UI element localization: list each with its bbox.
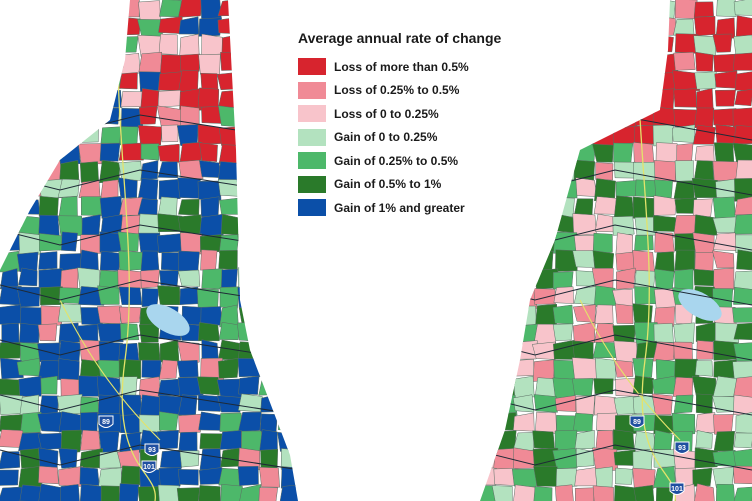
legend-swatch xyxy=(298,199,326,217)
legend-item: Loss of more than 0.5% xyxy=(298,55,548,79)
interstate-number: 89 xyxy=(102,419,110,426)
legend-swatch xyxy=(298,152,326,170)
left-state-map xyxy=(0,0,298,501)
interstate-shields: 89 93 101 89 93 101 xyxy=(98,415,690,495)
interstate-number: 89 xyxy=(633,419,641,426)
legend-item: Gain of 0 to 0.25% xyxy=(298,126,548,150)
interstate-shield-icon: 101 xyxy=(669,482,685,495)
legend-swatch xyxy=(298,175,326,193)
interstate-number: 101 xyxy=(143,464,155,471)
legend-title: Average annual rate of change xyxy=(298,30,502,46)
interstate-number: 101 xyxy=(671,486,683,493)
legend-label: Gain of 1% and greater xyxy=(334,200,465,215)
interstate-shield-icon: 93 xyxy=(674,441,690,454)
legend: Average annual rate of change Loss of mo… xyxy=(298,30,548,220)
legend-swatch xyxy=(298,128,326,146)
interstate-shield-icon: 101 xyxy=(141,460,157,473)
legend-swatch xyxy=(298,81,326,99)
interstate-number: 93 xyxy=(148,447,156,454)
legend-item: Gain of 0.25% to 0.5% xyxy=(298,149,548,173)
legend-label: Gain of 0.5% to 1% xyxy=(334,177,442,192)
interstate-shield-icon: 93 xyxy=(144,443,160,456)
interstate-shield-icon: 89 xyxy=(98,415,114,428)
legend-item: Gain of 0.5% to 1% xyxy=(298,173,548,197)
legend-item: Loss of 0.25% to 0.5% xyxy=(298,79,548,103)
legend-label: Gain of 0 to 0.25% xyxy=(334,130,438,145)
legend-label: Loss of 0 to 0.25% xyxy=(334,106,439,121)
legend-label: Gain of 0.25% to 0.5% xyxy=(334,153,459,168)
legend-label: Loss of 0.25% to 0.5% xyxy=(334,83,460,98)
legend-label: Loss of more than 0.5% xyxy=(334,59,469,74)
legend-swatch xyxy=(298,58,326,76)
legend-item: Gain of 1% and greater xyxy=(298,196,548,220)
legend-swatch xyxy=(298,105,326,123)
interstate-shield-icon: 89 xyxy=(629,415,645,428)
interstate-number: 93 xyxy=(678,445,686,452)
legend-item: Loss of 0 to 0.25% xyxy=(298,102,548,126)
